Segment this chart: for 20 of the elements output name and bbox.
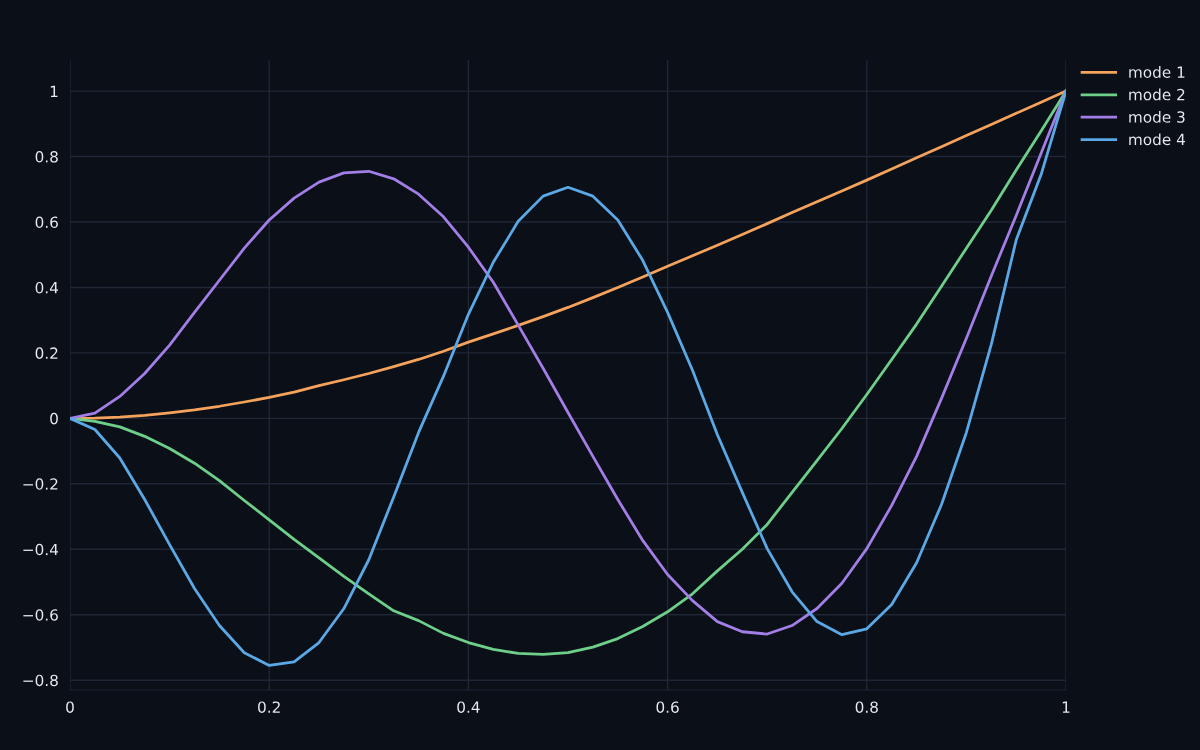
x-tick-label: 0.6 [656, 701, 679, 713]
y-tick-label: 1 [50, 85, 58, 97]
legend-label: mode 3 [1129, 110, 1185, 123]
legend-label: mode 4 [1129, 133, 1185, 146]
x-tick-label: 0.8 [855, 701, 878, 713]
y-tick-label: 0.2 [35, 347, 58, 359]
y-tick-label: −0.6 [23, 609, 58, 621]
x-tick-label: 0.4 [457, 701, 480, 713]
y-tick-label: 0.8 [35, 151, 58, 163]
y-tick-label: −0.4 [23, 543, 59, 556]
y-tick-label: 0.6 [35, 216, 58, 229]
y-tick-label: −0.8 [23, 674, 58, 687]
y-tick-label: 0 [50, 412, 58, 425]
y-tick-label: −0.2 [23, 478, 58, 490]
y-tick-label: 0.4 [35, 281, 59, 294]
x-tick-label: 0 [66, 701, 74, 713]
legend-label: mode 1 [1129, 66, 1185, 78]
x-tick-label: 1 [1062, 701, 1070, 713]
x-tick-label: 0.2 [258, 701, 280, 713]
legend-label: mode 2 [1129, 88, 1185, 101]
